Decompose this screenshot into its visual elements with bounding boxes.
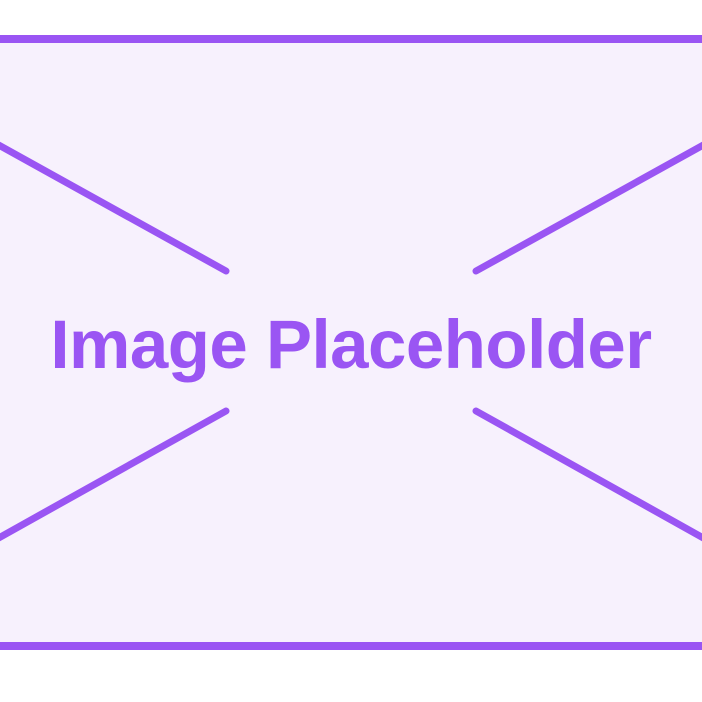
- cross-line-bottom-right: [472, 407, 702, 542]
- placeholder-frame: [0, 35, 702, 650]
- cross-line-top-left: [0, 141, 230, 275]
- placeholder-label: Image Placeholder: [50, 306, 652, 383]
- cross-line-top-right: [472, 141, 702, 275]
- cross-line-bottom-left: [0, 407, 230, 542]
